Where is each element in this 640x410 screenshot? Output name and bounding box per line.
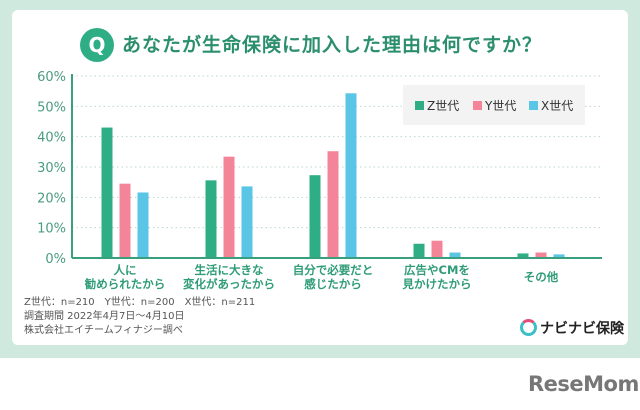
- y-tick-label: 50%: [37, 100, 66, 115]
- brand-logo: ナビナビ保険: [520, 318, 624, 338]
- legend-label: Z世代: [427, 99, 460, 113]
- x-category-label: 生活に大きな: [195, 263, 264, 277]
- legend-item-y: Y世代: [473, 97, 516, 114]
- sample-size-note: Z世代：n=210 Y世代：n=200 X世代：n=211: [24, 297, 256, 308]
- bar-2-1: [327, 151, 339, 258]
- brand-name: ナビナビ保険: [540, 321, 624, 337]
- bar-0-0: [101, 127, 113, 258]
- x-category-label: 見かけたから: [402, 277, 472, 291]
- chart-title: あなたが生命保険に加入した理由は何ですか？: [122, 34, 543, 56]
- y-tick-label: 60%: [37, 70, 66, 85]
- y-tick-label: 20%: [37, 191, 66, 206]
- bar-4-2: [553, 254, 565, 258]
- bar-3-2: [449, 252, 461, 258]
- legend-label: X世代: [541, 99, 574, 113]
- bar-0-2: [137, 192, 149, 258]
- x-category-label: 広告やCMを: [404, 263, 470, 277]
- y-tick-label: 0%: [45, 252, 66, 267]
- bar-2-0: [309, 175, 321, 258]
- legend-swatch: [415, 101, 424, 110]
- footnotes: Z世代：n=210 Y世代：n=200 X世代：n=211 調査期間 2022年…: [24, 296, 255, 338]
- bar-1-0: [205, 180, 217, 258]
- survey-period-note: 調査期間 2022年4月7日～4月10日: [24, 311, 185, 322]
- y-tick-label: 30%: [37, 161, 66, 176]
- source-note: 株式会社エイチームフィナジー調べ: [24, 325, 183, 336]
- bar-4-0: [517, 253, 529, 258]
- bar-3-0: [413, 243, 425, 258]
- x-category-label: 感じたから: [304, 277, 362, 291]
- x-category-label: 変化があったから: [183, 277, 275, 291]
- bar-1-2: [241, 186, 253, 258]
- x-category-label: 自分で必要だと: [293, 263, 374, 277]
- resemom-watermark: ReseMom: [528, 372, 639, 396]
- bar-1-1: [223, 156, 235, 258]
- bar-0-1: [119, 183, 131, 258]
- legend-swatch: [473, 101, 482, 110]
- legend-swatch: [529, 101, 538, 110]
- bar-2-2: [345, 93, 357, 258]
- x-category-label: その他: [524, 270, 559, 284]
- legend-item-z: Z世代: [415, 97, 459, 114]
- legend-label: Y世代: [485, 99, 517, 113]
- y-tick-label: 10%: [37, 222, 66, 237]
- bar-3-1: [431, 240, 443, 258]
- brand-ring-icon: [520, 319, 537, 336]
- x-category-label: 勧められたから: [85, 277, 166, 291]
- q-badge: Q: [80, 28, 114, 62]
- legend: Z世代 Y世代 X世代: [403, 85, 585, 125]
- bar-4-1: [535, 252, 547, 258]
- legend-item-x: X世代: [529, 97, 573, 114]
- x-category-label: 人に: [114, 263, 137, 277]
- y-tick-label: 40%: [37, 131, 66, 146]
